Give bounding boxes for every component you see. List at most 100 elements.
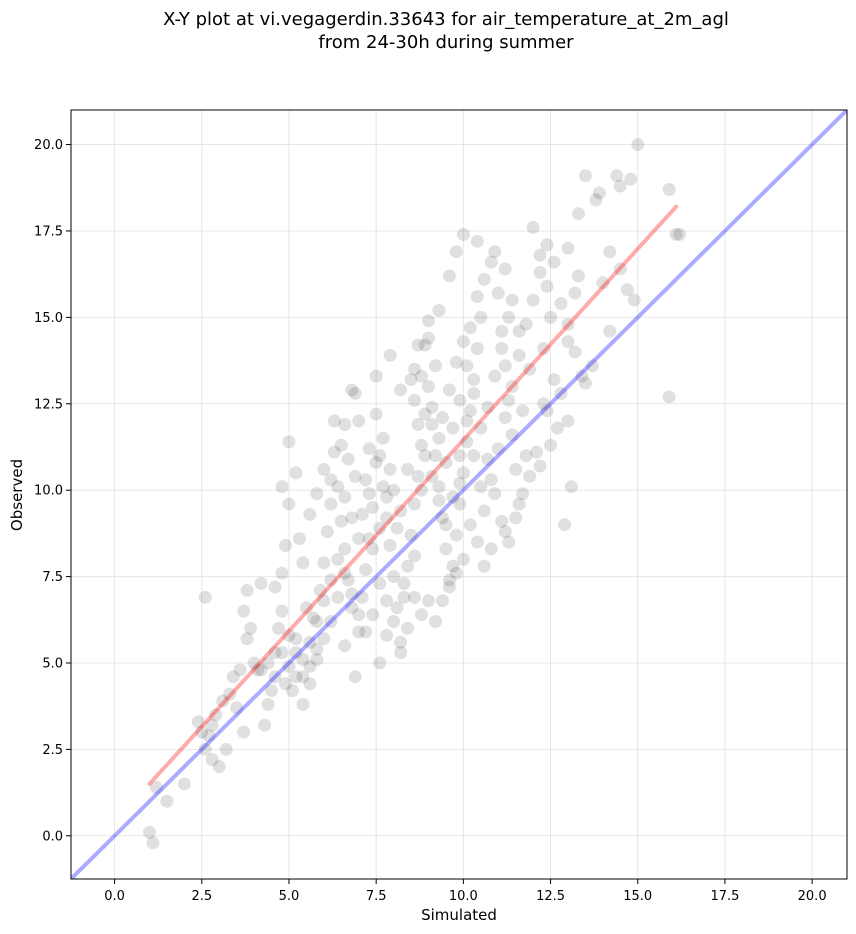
data-point: [477, 504, 491, 518]
data-point: [547, 373, 561, 387]
data-point: [411, 418, 425, 432]
data-point: [261, 656, 275, 670]
data-point: [355, 507, 369, 521]
data-point: [428, 359, 442, 373]
data-point: [474, 480, 488, 494]
data-point: [439, 456, 453, 470]
data-point: [495, 341, 509, 355]
data-point: [488, 487, 502, 501]
data-point: [467, 386, 481, 400]
data-point: [324, 615, 338, 629]
data-point: [533, 265, 547, 279]
data-point: [380, 511, 394, 525]
data-point: [282, 659, 296, 673]
data-point: [324, 473, 338, 487]
data-point: [439, 542, 453, 556]
data-point: [216, 694, 230, 708]
data-point: [428, 615, 442, 629]
data-point: [205, 753, 219, 767]
data-point: [537, 397, 551, 411]
data-point: [463, 518, 477, 532]
data-point: [415, 608, 429, 622]
data-point: [195, 725, 209, 739]
y-tick-label: 17.5: [34, 224, 63, 239]
data-point: [387, 615, 401, 629]
data-point: [212, 760, 226, 774]
data-point: [320, 525, 334, 539]
data-point: [331, 480, 345, 494]
data-point: [415, 483, 429, 497]
data-point: [299, 601, 313, 615]
data-point: [624, 172, 638, 186]
data-point: [474, 421, 488, 435]
data-point: [397, 576, 411, 590]
data-point: [205, 718, 219, 732]
data-point: [366, 500, 380, 514]
data-point: [512, 324, 526, 338]
data-point: [394, 646, 408, 660]
data-point: [421, 331, 435, 345]
data-point: [366, 542, 380, 556]
x-tick-label: 7.5: [366, 889, 387, 904]
data-point: [345, 601, 359, 615]
regression-line: [147, 204, 679, 786]
data-point: [526, 293, 540, 307]
data-point: [502, 393, 516, 407]
data-point: [369, 456, 383, 470]
data-point: [456, 552, 470, 566]
data-point: [408, 362, 422, 376]
data-point: [275, 480, 289, 494]
data-point: [481, 452, 495, 466]
data-point: [669, 227, 683, 241]
data-point: [425, 400, 439, 414]
data-point: [502, 535, 516, 549]
data-point: [317, 632, 331, 646]
data-point: [387, 570, 401, 584]
data-point: [477, 559, 491, 573]
data-point: [432, 480, 446, 494]
data-point: [352, 414, 366, 428]
data-point: [592, 186, 606, 200]
data-point: [380, 594, 394, 608]
data-point: [219, 742, 233, 756]
data-point: [428, 449, 442, 463]
data-point: [561, 241, 575, 255]
data-point: [310, 653, 324, 667]
grid: [71, 110, 847, 879]
data-point: [240, 583, 254, 597]
data-point: [380, 628, 394, 642]
data-point: [568, 286, 582, 300]
data-point: [387, 483, 401, 497]
data-point: [352, 625, 366, 639]
data-point: [202, 729, 216, 743]
data-point: [198, 742, 212, 756]
data-point: [373, 449, 387, 463]
data-point: [432, 431, 446, 445]
data-point: [317, 556, 331, 570]
data-point: [345, 383, 359, 397]
data-point: [477, 272, 491, 286]
plot-frame: [70, 109, 848, 880]
data-point: [352, 608, 366, 622]
data-point: [278, 677, 292, 691]
data-point: [359, 473, 373, 487]
data-point: [453, 393, 467, 407]
data-point: [348, 670, 362, 684]
data-point: [564, 480, 578, 494]
data-point: [442, 269, 456, 283]
data-point: [359, 563, 373, 577]
data-point: [463, 321, 477, 335]
data-point: [439, 518, 453, 532]
data-point: [554, 297, 568, 311]
data-point: [408, 497, 422, 511]
data-point: [484, 542, 498, 556]
data-point: [516, 487, 530, 501]
data-point: [446, 490, 460, 504]
data-point: [421, 314, 435, 328]
y-tick-label: 20.0: [34, 138, 63, 153]
data-point: [310, 487, 324, 501]
data-point: [289, 670, 303, 684]
data-point: [456, 227, 470, 241]
data-point: [589, 193, 603, 207]
